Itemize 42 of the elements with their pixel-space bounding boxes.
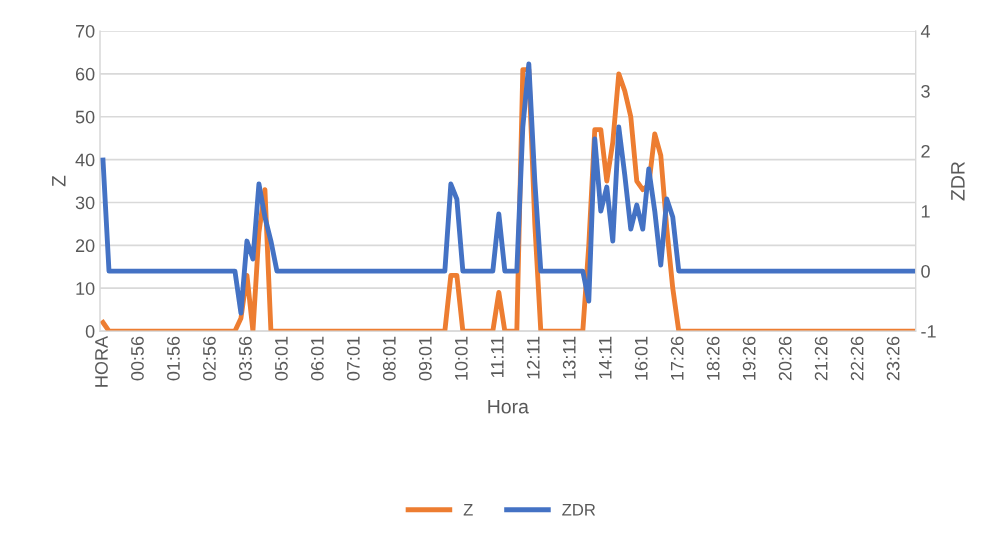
x-tick-label: 05:01 xyxy=(274,336,288,381)
y-tick-label: 50 xyxy=(75,110,95,124)
x-tick-label: 13:11 xyxy=(562,336,576,379)
y-tick-label: 30 xyxy=(75,196,95,210)
x-tick-label: 06:01 xyxy=(310,336,324,381)
x-tick-label: 22:26 xyxy=(850,336,864,381)
x-tick-label: 07:01 xyxy=(346,336,360,381)
legend-label: ZDR xyxy=(562,504,596,516)
x-tick-label: 18:26 xyxy=(706,336,720,380)
x-tick-label: 09:01 xyxy=(418,336,432,381)
x-tick-label: 03:56 xyxy=(239,336,252,381)
x-tick-label: 20:26 xyxy=(778,336,792,381)
x-tick-label: 21:26 xyxy=(814,336,828,381)
y-tick-label: 40 xyxy=(75,153,95,167)
y2-tick-label: 2 xyxy=(921,144,930,158)
y-tick-label: 70 xyxy=(75,24,95,38)
y2-tick-label: 3 xyxy=(921,84,930,98)
x-tick-label: 11:11 xyxy=(491,336,504,378)
x-tick-label: 10:01 xyxy=(454,336,468,380)
legend-label: Z xyxy=(463,504,473,516)
x-tick-label: 01:56 xyxy=(167,336,180,381)
x-tick-label: 19:26 xyxy=(742,336,756,380)
y2-tick-label: 1 xyxy=(921,205,930,218)
x-tick-label: 23:26 xyxy=(886,336,900,381)
x-tick-label: 12:11 xyxy=(526,336,540,379)
y2-axis-title: ZDR xyxy=(951,161,965,201)
y-tick-label: 0 xyxy=(85,325,95,338)
x-tick-label: 17:26 xyxy=(670,336,684,380)
x-tick-label: 02:56 xyxy=(203,336,216,381)
y-tick-label: 10 xyxy=(76,282,95,295)
x-tick-label: 08:01 xyxy=(382,336,396,381)
y-tick-label: 60 xyxy=(75,67,95,81)
y-axis-title: Z xyxy=(52,175,66,187)
x-tick-label: 00:56 xyxy=(131,336,144,381)
x-axis-title: Hora xyxy=(488,399,529,414)
y2-tick-label: -1 xyxy=(921,325,936,338)
y2-tick-label: 0 xyxy=(921,264,930,278)
y2-tick-label: 4 xyxy=(920,25,931,38)
x-tick-label: 14:11 xyxy=(599,336,612,379)
x-tick-label: 16:01 xyxy=(634,336,648,380)
y-tick-label: 20 xyxy=(75,239,95,253)
x-tick-label: HORA xyxy=(95,335,108,387)
